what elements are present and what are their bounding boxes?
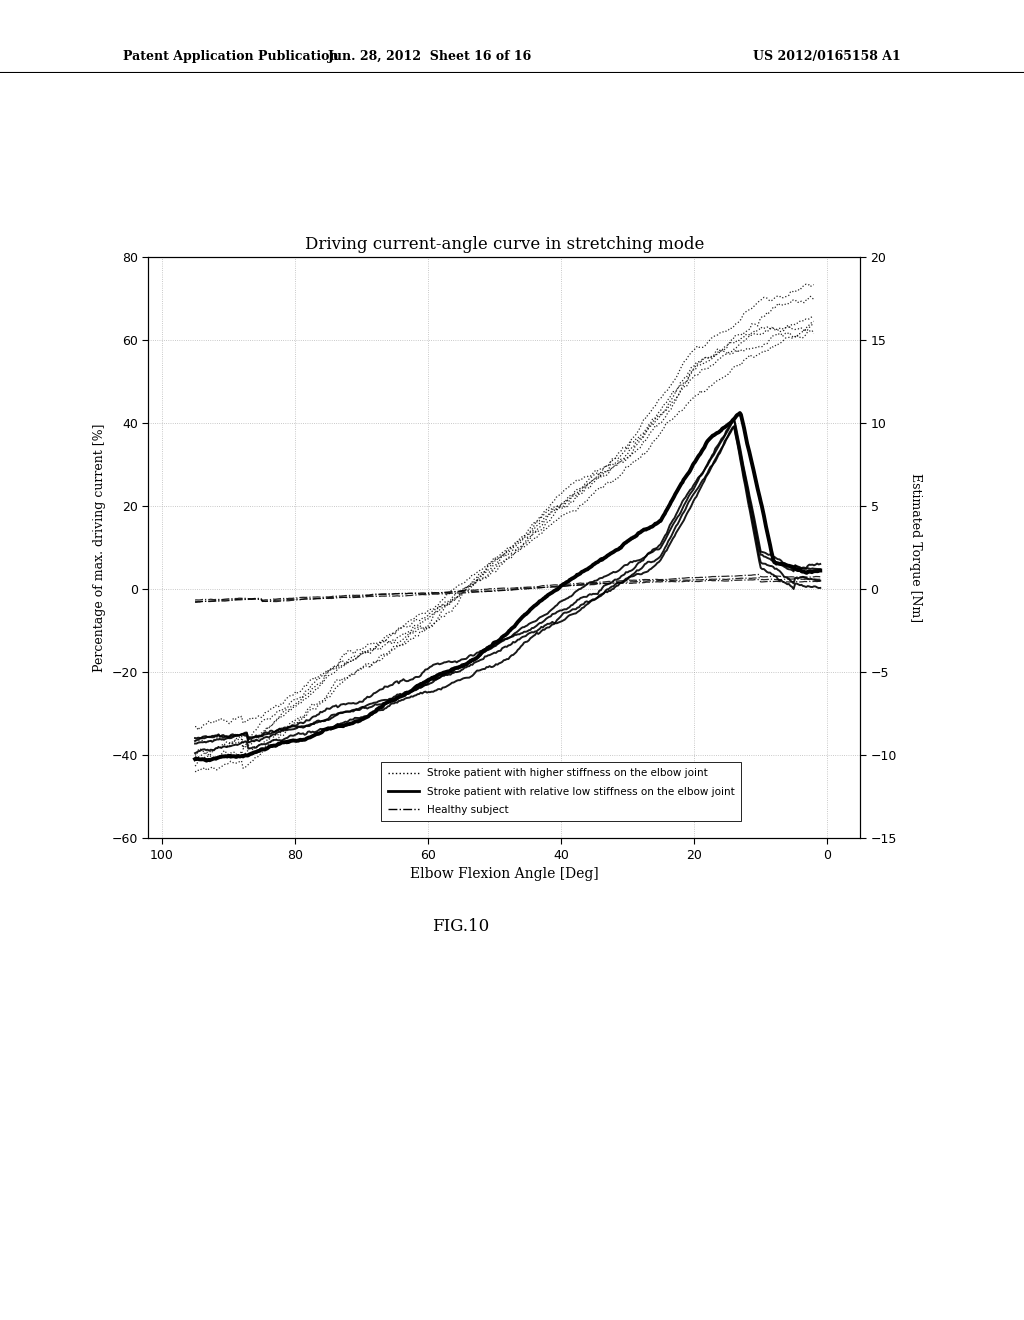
Text: Jun. 28, 2012  Sheet 16 of 16: Jun. 28, 2012 Sheet 16 of 16 (328, 50, 532, 63)
Y-axis label: Estimated Torque [Nm]: Estimated Torque [Nm] (909, 474, 922, 622)
Text: US 2012/0165158 A1: US 2012/0165158 A1 (754, 50, 901, 63)
Y-axis label: Percentage of max. driving current [%]: Percentage of max. driving current [%] (93, 424, 106, 672)
Text: Patent Application Publication: Patent Application Publication (123, 50, 338, 63)
X-axis label: Elbow Flexion Angle [Deg]: Elbow Flexion Angle [Deg] (410, 867, 599, 882)
Title: Driving current-angle curve in stretching mode: Driving current-angle curve in stretchin… (304, 236, 705, 253)
Text: FIG.10: FIG.10 (432, 917, 489, 935)
Legend: Stroke patient with higher stiffness on the elbow joint, Stroke patient with rel: Stroke patient with higher stiffness on … (381, 762, 741, 821)
